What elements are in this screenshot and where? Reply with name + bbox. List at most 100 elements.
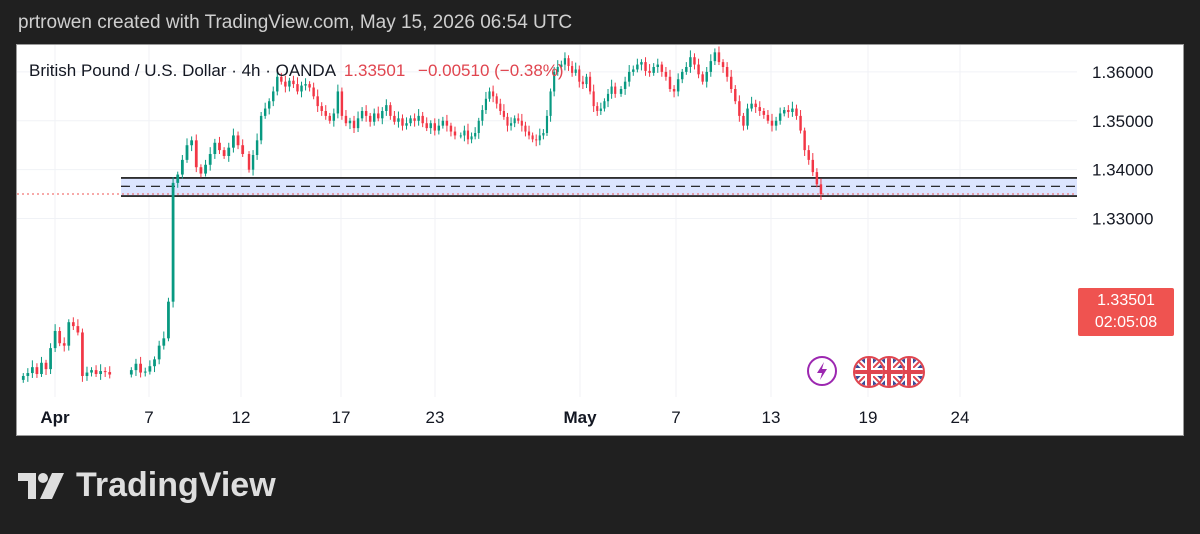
candle-body — [176, 174, 180, 183]
uk-flag-event-icon[interactable] — [853, 356, 885, 388]
candle-body — [509, 123, 513, 126]
bar-countdown: 02:05:08 — [1094, 314, 1158, 331]
candle-body — [484, 98, 488, 111]
candle-body — [463, 130, 466, 136]
tradingview-logo-icon — [18, 472, 64, 499]
candle-body — [585, 76, 588, 85]
candle-body — [71, 322, 75, 327]
candle-body — [405, 123, 408, 126]
candle-body — [632, 69, 635, 72]
candle-body — [393, 115, 396, 122]
candle-body — [729, 76, 733, 89]
candle-body — [742, 115, 745, 126]
candle-body — [520, 120, 523, 126]
candle-body — [356, 118, 360, 129]
x-tick-label: 19 — [859, 408, 878, 427]
candle-body — [538, 135, 541, 141]
x-tick-label: 24 — [951, 408, 970, 427]
candle-body — [377, 113, 380, 119]
candle-body — [774, 120, 778, 126]
candle-body — [280, 76, 283, 82]
y-tick-label: 1.35000 — [1092, 112, 1153, 131]
candle-body — [685, 67, 688, 72]
candle-body — [103, 371, 107, 373]
chart-panel[interactable]: 1.36000 1.35000 1.34000 1.33000 Apr 7 12 17 23 Ma… — [16, 44, 1184, 436]
candle-body — [21, 375, 25, 380]
candle-body — [453, 131, 457, 136]
candle-body — [488, 91, 491, 99]
candle-body — [807, 150, 810, 160]
x-tick-label: 7 — [144, 408, 153, 427]
candle-body — [599, 108, 602, 111]
candle-body — [76, 326, 80, 333]
candle-body — [332, 113, 336, 121]
candle-body — [701, 74, 704, 82]
candle-body — [517, 118, 520, 121]
x-tick-label: 7 — [671, 408, 680, 427]
candle-body — [627, 71, 631, 82]
candle-body — [656, 64, 659, 67]
candle-body — [364, 111, 368, 116]
candle-body — [652, 67, 655, 73]
candle-body — [368, 115, 372, 122]
candle-body — [499, 103, 502, 111]
candle-body — [799, 115, 802, 131]
candle-body — [208, 154, 212, 165]
candle-body — [429, 123, 432, 129]
lightning-event-icon[interactable] — [807, 356, 837, 386]
candle-body — [441, 120, 445, 126]
candle-body — [787, 110, 790, 112]
candle-body — [344, 115, 348, 124]
candle-body — [596, 106, 599, 111]
candle-body — [470, 136, 473, 140]
candle-body — [44, 362, 48, 370]
candle-body — [433, 123, 436, 131]
candle-body — [324, 111, 327, 116]
candle-body — [524, 125, 527, 132]
candle-body — [328, 115, 331, 121]
symbol-title: British Pound / U.S. Dollar · 4h · OANDA — [29, 61, 336, 80]
candle-body — [53, 331, 57, 349]
candle-body — [474, 133, 477, 137]
candle-body — [381, 111, 384, 119]
candle-body — [672, 89, 676, 92]
candle-body — [513, 118, 516, 124]
x-tick-label: May — [563, 408, 597, 427]
candle-body — [167, 301, 170, 339]
candle-body — [385, 105, 388, 111]
candle-body — [681, 71, 684, 80]
y-tick-label: 1.33000 — [1092, 210, 1153, 229]
chart-caption: prtrowen created with TradingView.com, M… — [18, 12, 573, 33]
candle-body — [581, 81, 584, 85]
candle-body — [542, 133, 545, 136]
header-last-price: 1.33501 — [343, 61, 406, 80]
candle-body — [746, 108, 749, 126]
candle-body — [139, 363, 142, 373]
candle-body — [276, 76, 279, 92]
candle-body — [531, 135, 534, 140]
candle-body — [401, 118, 404, 126]
candle-body — [717, 52, 721, 63]
tradingview-brand[interactable]: TradingView — [18, 466, 276, 505]
candle-body — [750, 103, 753, 109]
candle-body — [738, 101, 741, 116]
candle-body — [247, 154, 251, 170]
candle-body — [754, 103, 757, 108]
candle-body — [49, 348, 52, 370]
candle-body — [603, 101, 606, 109]
candle-body — [292, 80, 295, 85]
candle-body — [725, 67, 729, 77]
candle-body — [778, 113, 782, 121]
uk-flag-icon — [855, 358, 883, 386]
candle-body — [762, 111, 766, 115]
tradingview-wordmark: TradingView — [76, 466, 276, 504]
candle-body — [157, 345, 161, 360]
candle-body — [713, 52, 717, 62]
candle-body — [58, 331, 62, 344]
candle-body — [300, 85, 303, 92]
candle-body — [232, 135, 235, 148]
candle-body — [492, 91, 495, 97]
candlestick-chart[interactable]: 1.36000 1.35000 1.34000 1.33000 Apr 7 12 17 23 Ma… — [17, 45, 1185, 437]
candle-body — [571, 66, 574, 73]
x-tick-label: 12 — [232, 408, 251, 427]
